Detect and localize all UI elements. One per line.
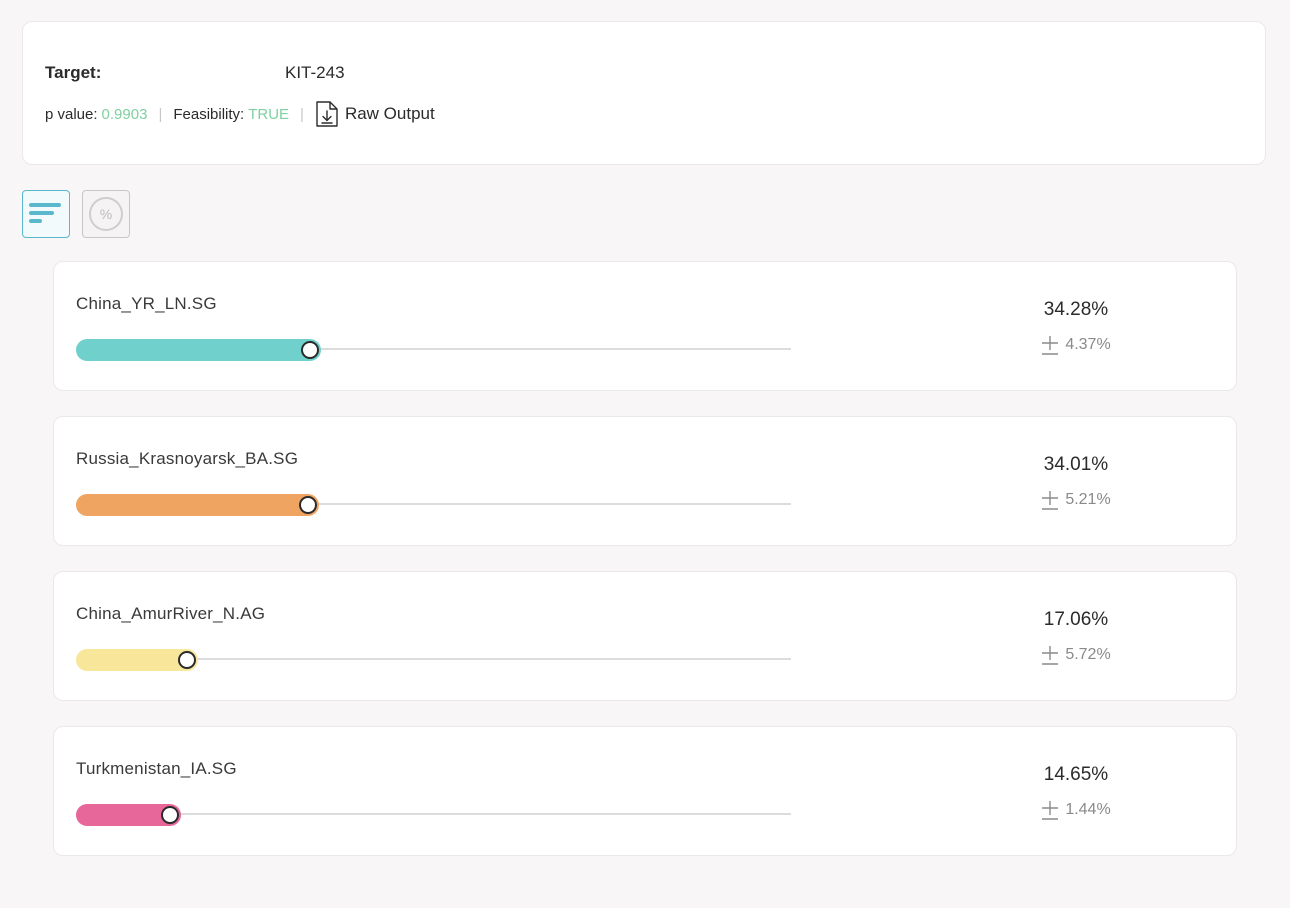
target-value: KIT-243 [285, 63, 345, 82]
proportion-error: 5.21% [1014, 489, 1138, 511]
proportion-track [76, 348, 791, 350]
proportion-track [76, 503, 791, 505]
proportion-handle[interactable] [299, 496, 317, 514]
proportion-percent: 14.65% [1043, 764, 1109, 785]
population-name: Russia_Krasnoyarsk_BA.SG [76, 449, 299, 468]
plus-minus-icon [1042, 491, 1059, 510]
proportion-bar [76, 804, 181, 826]
feasibility-label: Feasibility: [173, 105, 245, 123]
svg-text:%: % [100, 206, 112, 222]
proportion-error-value: 1.44% [1065, 801, 1111, 818]
population-name: China_AmurRiver_N.AG [76, 604, 266, 623]
proportion-track [76, 813, 791, 815]
population-card: China_YR_LN.SG 34.28% 4.37% [53, 261, 1237, 391]
raw-output-button[interactable]: Raw Output [315, 100, 435, 128]
separator: | [158, 105, 163, 123]
plus-minus-icon [1042, 646, 1059, 665]
file-download-icon [316, 101, 338, 127]
separator: | [300, 105, 304, 123]
raw-output-label: Raw Output [344, 104, 435, 123]
proportion-bar [76, 339, 321, 361]
proportion-percent: 34.01% [1043, 454, 1109, 475]
plus-minus-icon [1042, 801, 1059, 820]
proportion-track [76, 658, 791, 660]
bar-view-button[interactable] [22, 190, 70, 238]
population-name: Turkmenistan_IA.SG [76, 759, 237, 778]
proportion-bar [76, 494, 319, 516]
percent-circle-icon: % [89, 197, 123, 231]
population-card: Turkmenistan_IA.SG 14.65% 1.44% [53, 726, 1237, 856]
proportion-error-value: 4.37% [1065, 336, 1111, 353]
population-card: Russia_Krasnoyarsk_BA.SG 34.01% 5.21% [53, 416, 1237, 546]
population-name: China_YR_LN.SG [76, 294, 217, 313]
proportion-error-value: 5.72% [1065, 646, 1111, 663]
proportion-handle[interactable] [178, 651, 196, 669]
proportion-handle[interactable] [301, 341, 319, 359]
proportion-percent: 34.28% [1043, 299, 1109, 320]
feasibility-value: TRUE [248, 105, 290, 123]
proportion-error: 5.72% [1014, 644, 1138, 666]
summary-card: Target: KIT-243 p value: 0.9903 | Feasib… [22, 21, 1266, 165]
proportion-handle[interactable] [161, 806, 179, 824]
p-value: 0.9903 [101, 105, 148, 123]
proportion-error-value: 5.21% [1065, 491, 1111, 508]
bar-list-icon [29, 203, 61, 223]
plus-minus-icon [1042, 336, 1059, 355]
summary-meta-row: p value: 0.9903 | Feasibility: TRUE | Ra… [45, 100, 435, 128]
percent-view-button[interactable]: % [82, 190, 130, 238]
proportion-error: 4.37% [1014, 334, 1138, 356]
target-label: Target: [45, 63, 102, 82]
proportion-bar [76, 649, 198, 671]
population-card: China_AmurRiver_N.AG 17.06% 5.72% [53, 571, 1237, 701]
p-value-label: p value: [45, 105, 98, 123]
proportion-error: 1.44% [1014, 799, 1138, 821]
proportion-percent: 17.06% [1043, 609, 1109, 630]
